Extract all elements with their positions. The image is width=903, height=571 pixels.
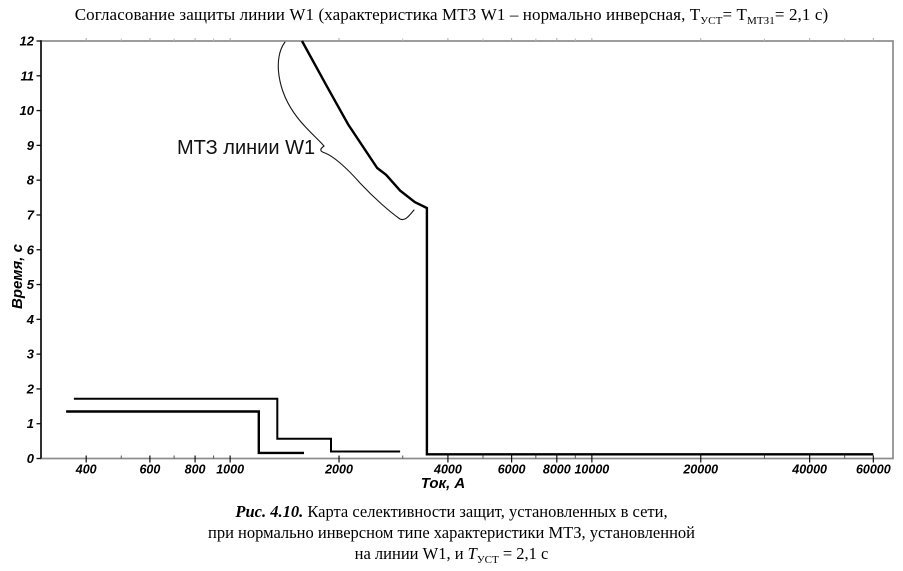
x-tick-label: 400 — [75, 463, 97, 477]
x-tick-label: 1000 — [216, 463, 244, 477]
chart-title-text: = 2,1 с) — [774, 5, 829, 24]
title-subscript-mtz1: МТЗ1 — [746, 15, 775, 27]
caption-line-3: на линии W1, и ТУСТ = 2,1 с — [0, 543, 903, 571]
y-tick-label: 6 — [27, 242, 35, 257]
x-tick-label: 6000 — [498, 463, 526, 477]
caption-text: на линии W1, и — [354, 544, 468, 563]
y-tick-label: 8 — [27, 173, 35, 188]
y-tick-label: 3 — [27, 347, 35, 362]
caption-T-symbol: Т — [467, 544, 477, 563]
caption-text: Карта селективности защит, установленных… — [303, 502, 668, 521]
plot-frame — [40, 40, 894, 460]
y-tick-label: 10 — [20, 103, 35, 118]
x-tick-label: 600 — [139, 463, 160, 477]
x-tick-label: 20000 — [682, 463, 718, 477]
chart-title-text: = Т — [722, 5, 747, 24]
chart-title-text: Согласование защиты линии W1 (характерис… — [74, 5, 701, 24]
figure-caption: Рис. 4.10. Карта селективности защит, ус… — [0, 501, 903, 571]
brace-annotation — [277, 41, 415, 221]
caption-subscript-ust: УСТ — [476, 554, 499, 566]
series-step-curve-lower — [66, 410, 304, 455]
title-subscript-ust: УСТ — [700, 15, 723, 27]
x-tick-label: 10000 — [574, 463, 609, 477]
y-tick-label: 4 — [26, 312, 35, 327]
x-tick-label: 8000 — [543, 463, 571, 477]
x-tick-label: 60000 — [856, 463, 891, 477]
y-tick-label: 5 — [27, 277, 35, 292]
y-tick-label: 11 — [21, 68, 35, 83]
caption-line-1: Рис. 4.10. Карта селективности защит, ус… — [0, 501, 903, 522]
x-axis-label: Ток, А — [420, 475, 466, 492]
series-mtz-w1-inverse — [300, 40, 874, 456]
caption-line-2: при нормально инверсном типе характерист… — [208, 523, 695, 542]
caption-text: = 2,1 с — [498, 544, 549, 563]
y-tick-label: 12 — [20, 34, 35, 49]
y-tick-label: 1 — [27, 416, 34, 431]
series-step-curve-upper — [73, 397, 401, 453]
y-tick-label: 7 — [27, 207, 35, 222]
x-tick-label: 4000 — [433, 463, 462, 477]
chart-title: Согласование защиты линии W1 (характерис… — [0, 5, 903, 27]
curve-label: МТЗ линии W1 — [177, 137, 316, 159]
y-tick-label: 0 — [27, 451, 35, 466]
figure-number: Рис. 4.10. — [235, 502, 304, 521]
x-tick-label: 800 — [185, 463, 206, 477]
y-tick-label: 2 — [26, 381, 35, 396]
y-tick-label: 9 — [27, 138, 35, 153]
x-tick-label: 2000 — [324, 463, 353, 477]
y-axis-label: Время, с — [9, 244, 26, 309]
x-tick-label: 40000 — [791, 463, 827, 477]
